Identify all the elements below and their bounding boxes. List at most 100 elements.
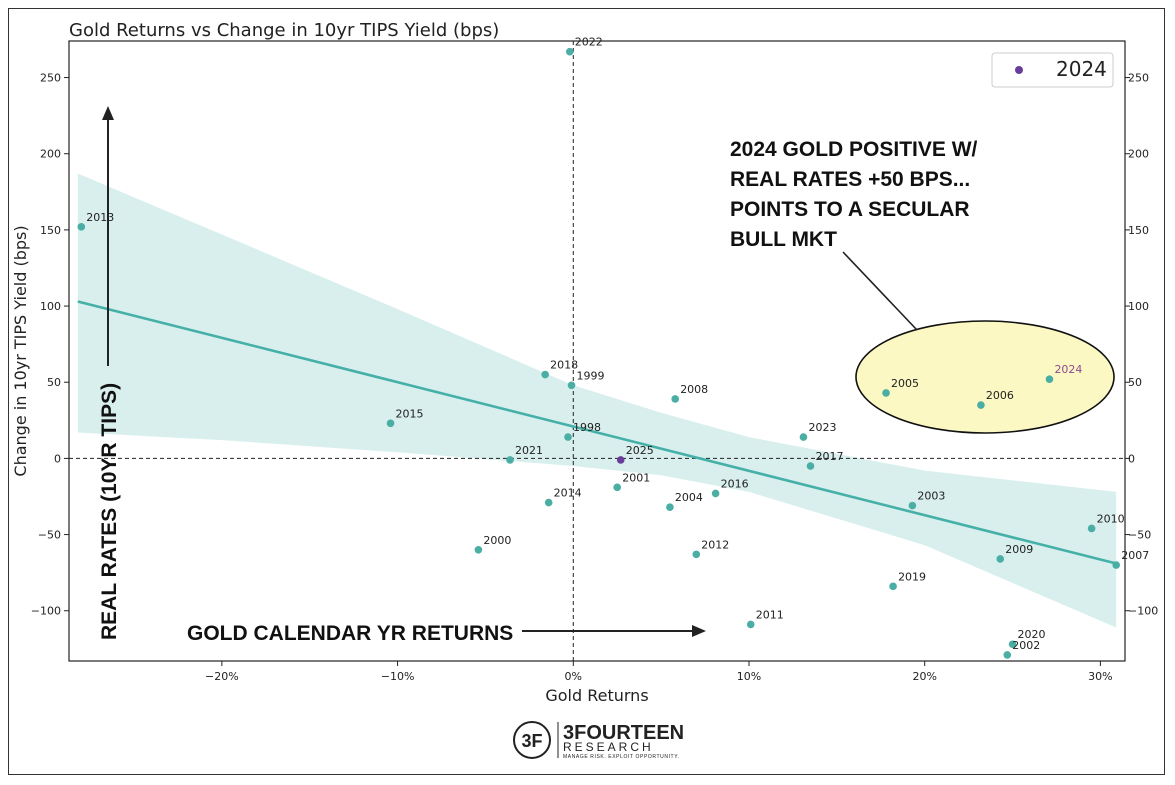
data-label-2023: 2023: [808, 421, 836, 434]
data-point-2022: [565, 47, 574, 56]
data-label-2012: 2012: [701, 538, 729, 551]
legend: 2024: [991, 52, 1114, 88]
data-point-2014: [544, 498, 553, 507]
data-point-2025: [616, 456, 625, 464]
data-point-2017: [806, 462, 815, 470]
brand-logo: 3F 3FOURTEEN RESEARCH MANAGE RISK. EXPLO…: [513, 721, 684, 760]
data-label-2010: 2010: [1097, 512, 1125, 525]
y-tick-label-right: −100: [1128, 605, 1158, 618]
y-tick-label-left: 200: [40, 148, 61, 161]
data-point-2023: [799, 433, 808, 441]
y-arrow-label: REAL RATES (10YR TIPS): [98, 383, 121, 640]
data-label-2019: 2019: [898, 570, 926, 583]
y-tick-label-left: −100: [31, 605, 61, 618]
legend-marker: [1015, 66, 1023, 74]
points-layer: [77, 47, 1121, 659]
data-point-2001: [613, 483, 622, 492]
x-tick-label: −10%: [381, 670, 415, 683]
data-label-2020: 2020: [1018, 628, 1046, 641]
y-tick-label-right: −50: [1128, 529, 1151, 542]
data-point-2008: [671, 395, 679, 403]
logo-circle: [513, 721, 551, 759]
regression-line: [77, 300, 1117, 565]
data-label-1999: 1999: [577, 369, 605, 382]
data-label-2013: 2013: [86, 211, 114, 224]
data-label-2025: 2025: [626, 444, 654, 457]
callout-pointer: [842, 251, 918, 331]
confidence-band: [77, 173, 1117, 628]
legend-box: [991, 52, 1114, 88]
y-tick-label-right: 100: [1128, 300, 1149, 313]
x-tick-label: 10%: [737, 670, 761, 683]
data-label-2007: 2007: [1121, 549, 1149, 562]
data-label-1998: 1998: [573, 421, 601, 434]
data-label-2001: 2001: [622, 471, 650, 484]
highlight-ellipse: [855, 320, 1115, 434]
data-point-2005: [882, 389, 890, 397]
data-point-2013: [77, 223, 86, 231]
y-axis-label: Change in 10yr TIPS Yield (bps): [11, 225, 30, 476]
chart-title: Gold Returns vs Change in 10yr TIPS Yiel…: [69, 20, 499, 41]
y-tick-label-right: 200: [1128, 148, 1149, 161]
data-point-1999: [567, 381, 576, 390]
x-arrow-annotation: GOLD CALENDAR YR RETURNS: [187, 622, 706, 645]
callout-annotation: 2024 GOLD POSITIVE W/ REAL RATES +50 BPS…: [730, 138, 978, 331]
logo-name: 3FOURTEEN: [563, 722, 684, 744]
callout-line-1: 2024 GOLD POSITIVE W/: [730, 138, 978, 161]
data-point-2006: [977, 401, 985, 409]
y-tick-label-right: 250: [1128, 72, 1149, 85]
data-label-2002: 2002: [1012, 639, 1040, 652]
x-tick-label: 30%: [1088, 670, 1112, 683]
data-point-2020: [1008, 640, 1017, 649]
logo-tagline: MANAGE RISK. EXPLOIT OPPORTUNITY.: [563, 754, 680, 760]
y-tick-label-left: −50: [38, 529, 61, 542]
data-point-2007: [1112, 561, 1121, 569]
x-axis-label: Gold Returns: [545, 686, 648, 705]
x-tick-label: −20%: [205, 670, 239, 683]
data-point-2012: [692, 550, 701, 559]
data-label-2018: 2018: [550, 359, 578, 372]
data-label-2004: 2004: [675, 491, 703, 504]
data-point-2018: [541, 370, 549, 379]
x-arrow-label: GOLD CALENDAR YR RETURNS: [187, 622, 513, 645]
data-label-2005: 2005: [891, 377, 919, 390]
axis-ticks-layer: −20% −10% 0% 10% 20% 30% −100 −100 −50 −50 0 0 50 50 1…: [31, 72, 1158, 683]
data-label-2021: 2021: [515, 444, 543, 457]
data-point-2024: [1045, 375, 1054, 383]
y-tick-label-left: 250: [40, 72, 61, 85]
logo-sub: RESEARCH: [563, 740, 654, 754]
data-label-2015: 2015: [396, 407, 424, 420]
legend-label: 2024: [1056, 57, 1107, 81]
data-label-2011: 2011: [756, 608, 784, 621]
data-label-2016: 2016: [721, 477, 749, 490]
highlight-ellipse-layer: [855, 320, 1115, 434]
y-arrow-annotation: REAL RATES (10YR TIPS): [98, 106, 121, 640]
callout-line-4: BULL MKT: [730, 228, 837, 251]
confidence-band-layer: [77, 173, 1117, 628]
data-point-2010: [1087, 524, 1096, 533]
callout-line-2: REAL RATES +50 BPS...: [730, 168, 970, 191]
zero-lines-layer: [69, 41, 1125, 661]
fit-line-layer: [77, 300, 1117, 565]
data-label-2009: 2009: [1005, 543, 1033, 556]
data-point-1998: [564, 433, 572, 441]
y-tick-label-left: 50: [47, 376, 61, 389]
x-tick-label: 0%: [565, 670, 582, 683]
data-label-2000: 2000: [483, 534, 511, 547]
x-arrow-head: [692, 625, 706, 637]
data-point-2016: [711, 489, 720, 498]
data-point-2015: [386, 419, 395, 428]
y-tick-label-right: 0: [1128, 452, 1135, 465]
logo-mark: 3F: [521, 731, 542, 751]
y-tick-label-left: 150: [40, 224, 61, 237]
data-point-2003: [908, 501, 917, 510]
data-label-2017: 2017: [815, 450, 843, 463]
y-arrow-head: [102, 106, 114, 120]
data-label-2014: 2014: [554, 487, 582, 500]
data-point-2021: [506, 456, 514, 464]
data-label-2003: 2003: [917, 490, 945, 503]
y-tick-label-right: 50: [1128, 376, 1142, 389]
y-tick-label-left: 100: [40, 300, 61, 313]
